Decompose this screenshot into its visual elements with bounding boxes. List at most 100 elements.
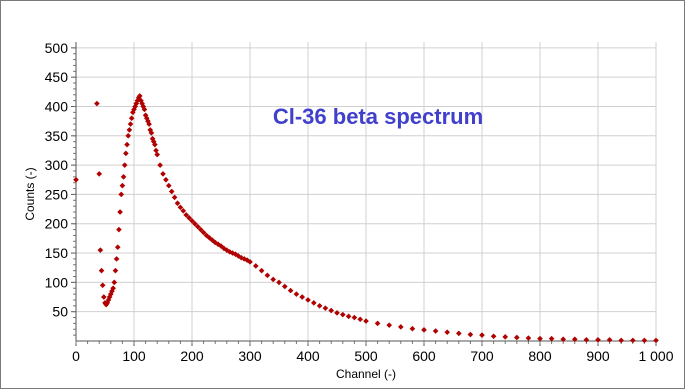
y-tick-label: 450 [45,69,69,85]
data-point [125,132,132,139]
data-point [136,93,143,99]
y-tick-label: 500 [45,40,69,56]
data-point [116,226,122,233]
data-point [374,320,381,327]
data-point [119,182,126,189]
data-point [148,129,155,136]
grid [76,42,657,341]
data-point [351,314,358,321]
data-point [120,173,127,180]
data-point [128,115,135,122]
data-point [247,258,253,265]
data-point [490,333,497,340]
data-point [96,171,103,177]
data-point [595,336,601,343]
data-point [606,336,613,343]
data-point [117,209,123,215]
data-point [97,247,104,254]
data-point [386,322,393,329]
x-tick-label: 600 [412,348,436,364]
data-point [299,294,306,300]
data-point [444,329,451,336]
data-point [345,313,352,320]
data-point [264,272,271,279]
x-tick-label: 900 [586,348,610,364]
data-point [186,214,192,221]
data-point [513,334,520,341]
data-point [629,337,636,344]
data-point [177,204,184,211]
data-point [110,285,117,292]
data-point [209,237,216,244]
data-point [270,276,277,283]
data-point [252,263,259,269]
data-point [160,171,166,177]
data-point [141,106,148,113]
data-point [258,267,265,274]
data-point [293,291,300,297]
data-point [229,250,236,256]
data-point [467,331,474,338]
data-point [118,191,125,198]
data-point [537,335,543,342]
data-point [287,287,294,294]
data-point [276,279,282,286]
x-tick-label: 0 [72,348,80,364]
data-point [194,223,201,230]
data-point [310,300,317,306]
data-point [421,326,427,333]
x-tick-label: 800 [528,348,552,364]
data-point [215,241,221,248]
x-tick-label: 700 [470,348,494,364]
data-point [397,324,404,330]
tick-labels: 0 100 200 300 400 500 600 700 800 900 1 000 50 100 15… [45,40,674,364]
data-point [206,234,213,241]
data-point [525,335,532,341]
data-point [281,283,288,290]
data-point [212,239,219,246]
data-point [111,279,118,286]
y-tick-label: 100 [45,274,69,290]
data-point [560,336,567,343]
axes [71,42,657,346]
x-tick-label: 300 [238,348,262,364]
data-point [322,305,329,312]
y-axis-label: Counts (-) [23,167,37,220]
data-point [455,330,462,337]
y-tick-label: 50 [52,304,68,320]
data-point [363,318,369,324]
x-tick-label: 1 000 [638,348,673,364]
data-point [189,217,195,224]
data-point [98,267,105,274]
data-point [409,325,416,332]
data-point [618,337,625,344]
data-point [200,229,207,236]
data-point [316,302,323,309]
data-point [171,194,178,201]
data-point [113,256,120,262]
data-point [114,244,121,251]
y-tick-label: 250 [45,186,69,202]
data-point [305,297,311,303]
data-point [328,307,335,314]
data-point [124,141,130,148]
y-tick-label: 200 [45,216,69,232]
data-point [174,200,181,207]
data-point [99,282,106,289]
data-point [218,243,224,249]
data-point [127,121,134,127]
data-point [203,232,210,239]
data-point [93,100,100,107]
data-point [126,127,133,133]
x-tick-label: 500 [354,348,378,364]
data-point [154,151,161,158]
y-tick-label: 350 [45,128,69,144]
data-point [122,150,129,157]
data-point [197,226,204,233]
data-point [641,337,648,344]
data-point [112,267,119,274]
data-point [583,336,590,343]
data-point [334,309,340,316]
data-point [121,162,128,169]
